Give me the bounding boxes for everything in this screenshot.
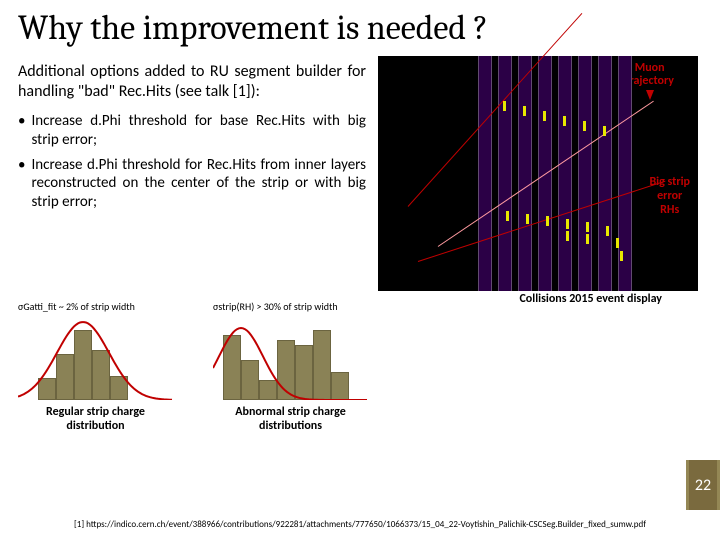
regular-caption-line1: Regular strip charge [46,405,145,419]
histogram-bar [223,335,241,400]
rechit-marker [603,126,606,136]
detector-strip [518,56,532,291]
abnormal-caption: Abnormal strip charge distributions [213,406,368,434]
abnormal-formula: σstrip(RH) > 30% of strip width [213,300,368,313]
regular-caption: Regular strip charge distribution [18,406,173,434]
abnormal-hist-area [213,315,368,400]
muon-label-line1: Muon [635,61,665,75]
abnormal-caption-line2: distributions [259,419,322,433]
bigstrip-line1: Big strip [649,175,690,189]
histogram-bar [259,380,277,400]
detector-strip [578,56,592,291]
histogram-bar [313,330,331,400]
rechit-marker [546,216,549,226]
muon-trajectory-label: Muon trajectory [625,62,674,100]
bullet-text: Increase d.Phi threshold for Rec.Hits fr… [31,156,366,212]
rechit-marker [616,238,619,248]
histogram-bar [56,354,74,400]
right-column: Muon trajectory Big strip error RHs Coll… [378,52,702,291]
regular-hist-area [18,315,173,400]
bigstrip-line3: RHs [660,203,679,217]
bullet-text: Increase d.Phi threshold for base Rec.Hi… [31,112,366,150]
muon-label-line2: trajectory [625,74,674,88]
histogram-bar [277,340,295,400]
slide-number: 22 [695,476,711,495]
histogram-row: σGatti_fit ~ 2% of strip width Regular s… [18,300,368,434]
left-column: Additional options added to RU segment b… [18,52,378,291]
event-display: Muon trajectory Big strip error RHs [378,56,698,291]
detector-strip [558,56,572,291]
bullet-item: • Increase d.Phi threshold for Rec.Hits … [18,156,366,212]
histogram-bar [74,330,92,400]
collision-caption: Collisions 2015 event display [519,292,662,306]
rechit-marker [543,111,546,121]
bullet-item: • Increase d.Phi threshold for base Rec.… [18,112,366,150]
histogram-bar [295,345,313,400]
rechit-marker [583,121,586,131]
histogram-bar [331,372,349,400]
rechit-marker [506,211,509,221]
rechit-marker [566,231,569,241]
bigstrip-line2: error [657,189,682,203]
regular-caption-line2: distribution [66,419,124,433]
detector-strip [478,56,492,291]
bullet-marker: • [18,112,25,150]
content-area: Additional options added to RU segment b… [0,52,720,291]
bullet-marker: • [18,156,25,212]
arrow-down-icon [646,90,654,100]
rechit-marker [586,222,589,232]
rechit-marker [566,219,569,229]
histogram-bar [110,376,128,400]
rechit-marker [586,234,589,244]
regular-histogram: σGatti_fit ~ 2% of strip width Regular s… [18,300,173,434]
rechit-marker [523,106,526,116]
slide-title: Why the improvement is needed ? [0,0,720,52]
rechit-marker [563,116,566,126]
detector-strip [598,56,612,291]
histogram-bar [92,350,110,400]
abnormal-caption-line1: Abnormal strip charge [235,405,346,419]
slide-number-box: 22 [686,460,720,510]
bullet-list: • Increase d.Phi threshold for base Rec.… [18,112,378,212]
histogram-bar [241,360,259,400]
rechit-marker [606,226,609,236]
regular-formula: σGatti_fit ~ 2% of strip width [18,300,173,313]
rechit-marker [526,214,529,224]
intro-text: Additional options added to RU segment b… [18,62,378,102]
histogram-bar [38,378,56,400]
big-strip-error-label: Big strip error RHs [649,176,690,217]
reference-citation: [1] https://indico.cern.ch/event/388966/… [0,519,720,530]
rechit-marker [503,101,506,111]
abnormal-histogram: σstrip(RH) > 30% of strip width Abnormal… [213,300,368,434]
rechit-marker [620,251,623,261]
